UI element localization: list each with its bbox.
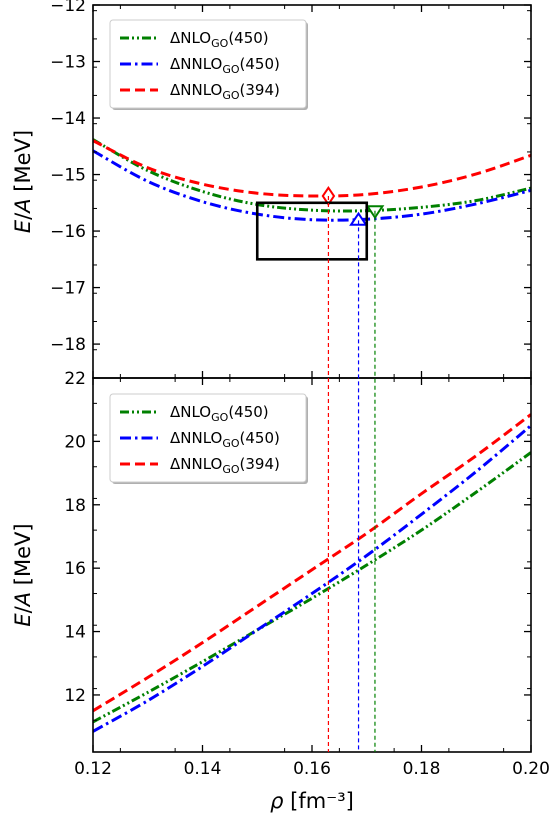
- saturation-marker-dnnlo-450: [349, 211, 368, 226]
- top-ytick-label: −12: [50, 0, 86, 16]
- top-ytick-label: −15: [50, 166, 86, 186]
- bottom-ytick-label: 14: [64, 623, 86, 643]
- top-legend: ΔNLOGO(450) ΔNNLOGO(450) ΔNNLOGO(394): [109, 19, 308, 110]
- bottom-curve-dnnlo-394: [93, 413, 531, 713]
- top-curve-dnnlo-394: [93, 139, 531, 198]
- x-axis-label: ρ [fm⁻³]: [270, 789, 354, 813]
- bottom-legend-label-dnlo-450: ΔNLOGO(450): [170, 403, 269, 424]
- bottom-legend-label-dnnlo-394: ΔNNLOGO(394): [170, 455, 280, 476]
- bottom-ticks: 12 14 16 18 20 22 0.12 0.14 0.16 0.18 0.20: [64, 369, 550, 779]
- top-ytick-label: −16: [50, 222, 86, 242]
- top-ytick-label: −14: [50, 109, 86, 129]
- top-legend-box: [109, 19, 307, 109]
- bottom-panel: 12 14 16 18 20 22 0.12 0.14 0.16 0.18 0.20 E/A [Me…: [11, 369, 550, 813]
- top-legend-label-dnnlo-450: ΔNNLOGO(450): [170, 55, 280, 76]
- bottom-curve-dnnlo-450: [93, 424, 531, 733]
- bottom-legend: ΔNLOGO(450) ΔNNLOGO(450) ΔNNLOGO(394): [109, 393, 308, 484]
- top-curve-dnlo-450: [93, 138, 531, 213]
- top-ytick-label: −13: [50, 53, 86, 73]
- top-panel: −18 −17 −16 −15 −14 −13 −12 E/A [MeV] ΔNLOGO(4…: [11, 0, 532, 379]
- bottom-curves: [93, 413, 531, 733]
- bottom-ytick-label: 18: [64, 496, 86, 516]
- top-ytick-label: −17: [50, 279, 86, 299]
- saturation-density-lines: [327, 196, 376, 752]
- bottom-legend-label-dnnlo-450: ΔNNLOGO(450): [170, 429, 280, 450]
- xtick-label: 0.12: [74, 759, 112, 779]
- empirical-box-rect: [255, 201, 369, 261]
- bottom-ytick-label: 16: [64, 559, 86, 579]
- bottom-y-axis-label: E/A [MeV]: [11, 523, 35, 626]
- bottom-ytick-label: 20: [64, 432, 86, 452]
- top-curve-dnnlo-450: [93, 149, 531, 222]
- xtick-label: 0.16: [293, 759, 331, 779]
- xtick-label: 0.18: [403, 759, 441, 779]
- top-ytick-label: −18: [50, 335, 86, 355]
- empirical-saturation-box: [255, 201, 369, 261]
- bottom-axes-frame: [92, 377, 532, 753]
- bottom-ytick-label: 22: [64, 369, 86, 389]
- top-legend-label-dnnlo-394: ΔNNLOGO(394): [170, 81, 280, 102]
- bottom-legend-box: [109, 393, 307, 483]
- xtick-label: 0.20: [512, 759, 550, 779]
- xtick-label: 0.14: [184, 759, 222, 779]
- top-ticks: −18 −17 −16 −15 −14 −13 −12: [50, 0, 532, 379]
- top-legend-label-dnlo-450: ΔNLOGO(450): [170, 29, 269, 50]
- bottom-ytick-label: 12: [64, 686, 86, 706]
- top-curves: [93, 138, 531, 222]
- top-y-axis-label: E/A [MeV]: [11, 130, 35, 233]
